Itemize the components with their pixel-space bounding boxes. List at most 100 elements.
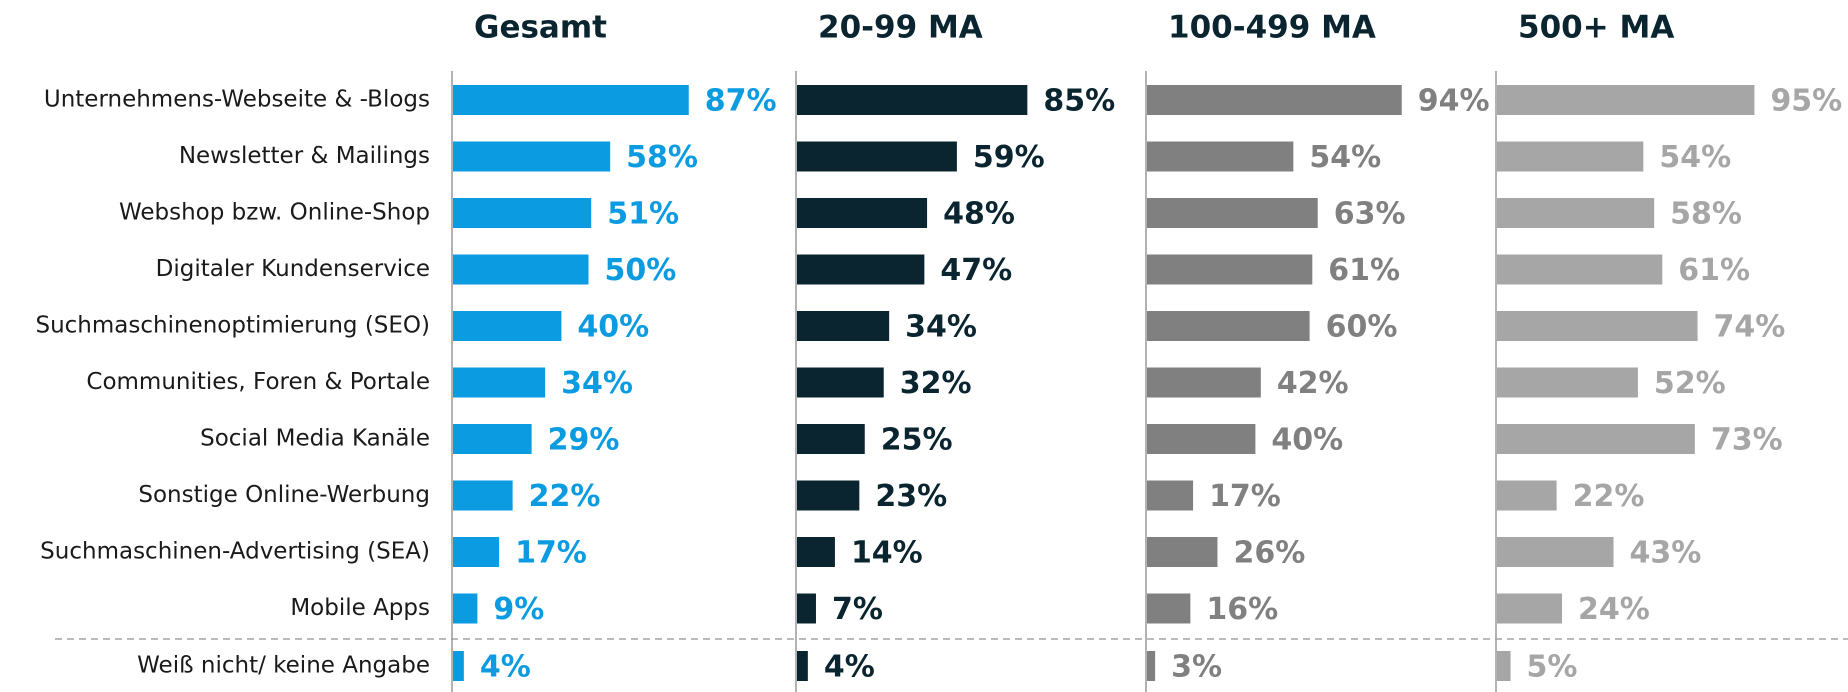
category-label: Mobile Apps xyxy=(290,595,430,621)
bar xyxy=(1497,424,1695,454)
value-label: 58% xyxy=(1670,197,1742,232)
panel-title: 100-499 MA xyxy=(1168,10,1376,46)
value-label: 23% xyxy=(875,479,947,514)
bar xyxy=(797,198,928,228)
value-label: 29% xyxy=(548,423,620,458)
bar xyxy=(1497,198,1655,228)
bar xyxy=(453,367,546,398)
category-label: Suchmaschinen-Advertising (SEA) xyxy=(40,539,430,565)
bar xyxy=(1497,651,1511,681)
value-label: 24% xyxy=(1578,592,1650,627)
bar xyxy=(1147,85,1402,115)
category-label: Newsletter & Mailings xyxy=(179,143,430,169)
category-label: Weiß nicht/ keine Angabe xyxy=(137,653,430,679)
bar xyxy=(797,424,865,454)
bar xyxy=(797,254,925,285)
value-label: 58% xyxy=(626,140,698,175)
value-label: 74% xyxy=(1714,310,1786,345)
category-label: Webshop bzw. Online-Shop xyxy=(119,200,430,226)
panel-title: Gesamt xyxy=(474,10,607,46)
value-label: 73% xyxy=(1711,423,1783,458)
value-label: 61% xyxy=(1678,253,1750,288)
bar xyxy=(1497,593,1563,624)
bar xyxy=(1147,311,1310,341)
bar xyxy=(1497,367,1638,398)
value-label: 4% xyxy=(824,650,875,685)
bar xyxy=(797,480,860,511)
bar xyxy=(1497,141,1644,172)
value-label: 40% xyxy=(1271,423,1343,458)
bar xyxy=(453,198,592,228)
value-label: 34% xyxy=(561,366,633,401)
bar xyxy=(797,593,816,624)
bar xyxy=(453,537,500,567)
bar xyxy=(1497,480,1557,511)
bar xyxy=(1147,254,1313,285)
bar xyxy=(453,254,589,285)
bar xyxy=(797,141,957,172)
value-label: 5% xyxy=(1527,650,1578,685)
value-label: 7% xyxy=(832,592,883,627)
bar xyxy=(1497,85,1755,115)
bar xyxy=(1497,311,1698,341)
value-label: 51% xyxy=(607,197,679,232)
value-label: 42% xyxy=(1277,366,1349,401)
bar xyxy=(453,424,532,454)
value-label: 47% xyxy=(940,253,1012,288)
value-label: 87% xyxy=(705,84,777,119)
bar xyxy=(1147,198,1318,228)
category-label: Social Media Kanäle xyxy=(200,426,430,452)
value-label: 54% xyxy=(1309,140,1381,175)
value-label: 22% xyxy=(529,479,601,514)
value-label: 40% xyxy=(577,310,649,345)
category-label: Sonstige Online-Werbung xyxy=(138,482,430,508)
bar xyxy=(453,651,464,681)
category-label: Unternehmens-Webseite & -Blogs xyxy=(44,87,430,113)
bar xyxy=(1497,537,1614,567)
bar xyxy=(1147,537,1218,567)
value-label: 22% xyxy=(1573,479,1645,514)
bar xyxy=(453,480,513,511)
value-label: 14% xyxy=(851,536,923,571)
value-label: 4% xyxy=(480,650,531,685)
value-label: 34% xyxy=(905,310,977,345)
bar xyxy=(797,85,1028,115)
category-label: Suchmaschinenoptimierung (SEO) xyxy=(35,313,430,339)
value-label: 60% xyxy=(1326,310,1398,345)
bar xyxy=(1147,367,1261,398)
bar xyxy=(797,651,808,681)
bar xyxy=(1147,141,1294,172)
value-label: 48% xyxy=(943,197,1015,232)
value-label: 3% xyxy=(1171,650,1222,685)
value-label: 25% xyxy=(881,423,953,458)
bar xyxy=(1497,254,1663,285)
value-label: 16% xyxy=(1206,592,1278,627)
value-label: 17% xyxy=(515,536,587,571)
bar xyxy=(797,537,835,567)
value-label: 32% xyxy=(900,366,972,401)
bar xyxy=(453,593,478,624)
value-label: 9% xyxy=(493,592,544,627)
value-label: 54% xyxy=(1659,140,1731,175)
category-label: Communities, Foren & Portale xyxy=(86,369,430,395)
bar xyxy=(797,311,890,341)
value-label: 63% xyxy=(1334,197,1406,232)
category-label: Digitaler Kundenservice xyxy=(156,256,430,282)
value-label: 59% xyxy=(973,140,1045,175)
bar xyxy=(1147,651,1156,681)
value-label: 52% xyxy=(1654,366,1726,401)
value-label: 85% xyxy=(1043,84,1115,119)
bar xyxy=(453,85,689,115)
bar xyxy=(797,367,884,398)
value-label: 43% xyxy=(1630,536,1702,571)
value-label: 17% xyxy=(1209,479,1281,514)
value-label: 94% xyxy=(1418,84,1490,119)
bar xyxy=(1147,480,1194,511)
value-label: 50% xyxy=(605,253,677,288)
bar xyxy=(1147,593,1191,624)
value-label: 95% xyxy=(1770,84,1842,119)
value-label: 61% xyxy=(1328,253,1400,288)
bar xyxy=(453,141,611,172)
panel-title: 20-99 MA xyxy=(818,10,983,46)
bar xyxy=(453,311,562,341)
